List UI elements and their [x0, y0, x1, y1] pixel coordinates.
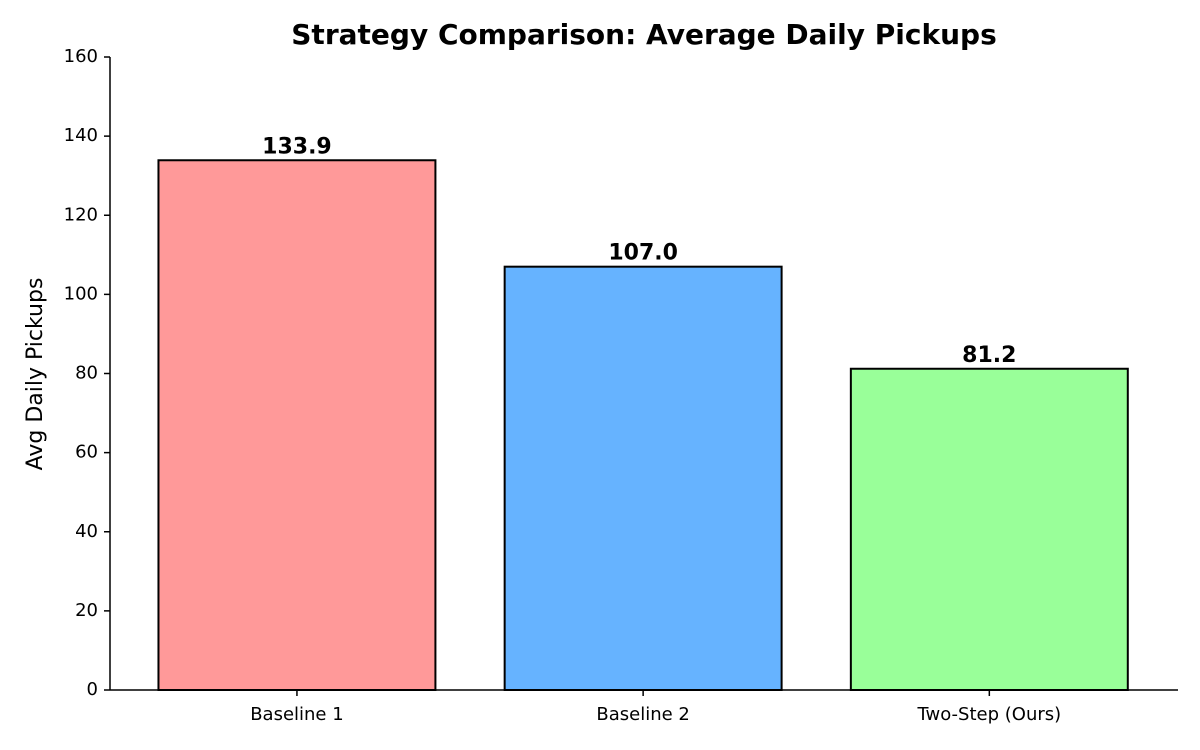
y-tick-label: 0: [87, 679, 98, 700]
bar: [849, 367, 1129, 691]
x-tick-label: Baseline 2: [596, 704, 690, 725]
bar: [157, 159, 437, 691]
x-tick-label: Baseline 1: [250, 704, 344, 725]
value-label: 133.9: [262, 134, 332, 159]
y-tick-label: 140: [64, 125, 98, 146]
y-tick-label: 160: [64, 46, 98, 67]
y-tick-label: 80: [75, 363, 98, 384]
y-tick-label: 100: [64, 283, 98, 304]
value-label: 81.2: [962, 343, 1016, 368]
value-label: 107.0: [608, 241, 678, 266]
y-tick-label: 20: [75, 600, 98, 621]
y-axis-label: Avg Daily Pickups: [23, 278, 48, 471]
y-tick-label: 60: [75, 442, 98, 463]
y-tick-label: 40: [75, 521, 98, 542]
bar: [503, 265, 783, 691]
y-tick-label: 120: [64, 204, 98, 225]
x-tick-label: Two-Step (Ours): [916, 704, 1061, 725]
chart-title: Strategy Comparison: Average Daily Picku…: [291, 18, 996, 51]
